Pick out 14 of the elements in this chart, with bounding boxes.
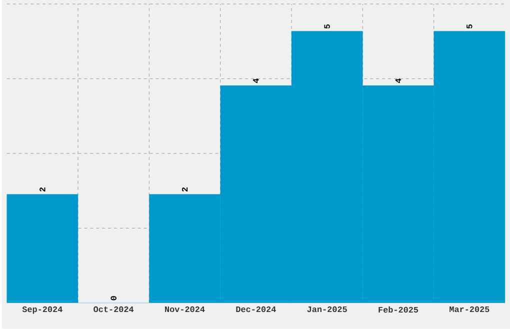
- x-tick-label: Jan-2025: [307, 306, 347, 312]
- x-tick-label: Dec-2024: [236, 306, 276, 312]
- x-tick-label: Nov-2024: [165, 306, 205, 312]
- x-tick-label: Mar-2025: [450, 306, 490, 312]
- x-tick-label: Feb-2025: [378, 306, 418, 313]
- data-label: 5: [324, 24, 330, 29]
- data-label: 5: [466, 24, 472, 29]
- data-label: 4: [253, 78, 259, 84]
- data-label: 0: [110, 296, 116, 300]
- x-tick-label: Sep-2024: [22, 306, 62, 314]
- data-label: 4: [395, 78, 402, 84]
- data-label: 2: [40, 188, 46, 192]
- data-label: 2: [182, 188, 188, 192]
- x-tick-label: Oct-2024: [94, 306, 134, 312]
